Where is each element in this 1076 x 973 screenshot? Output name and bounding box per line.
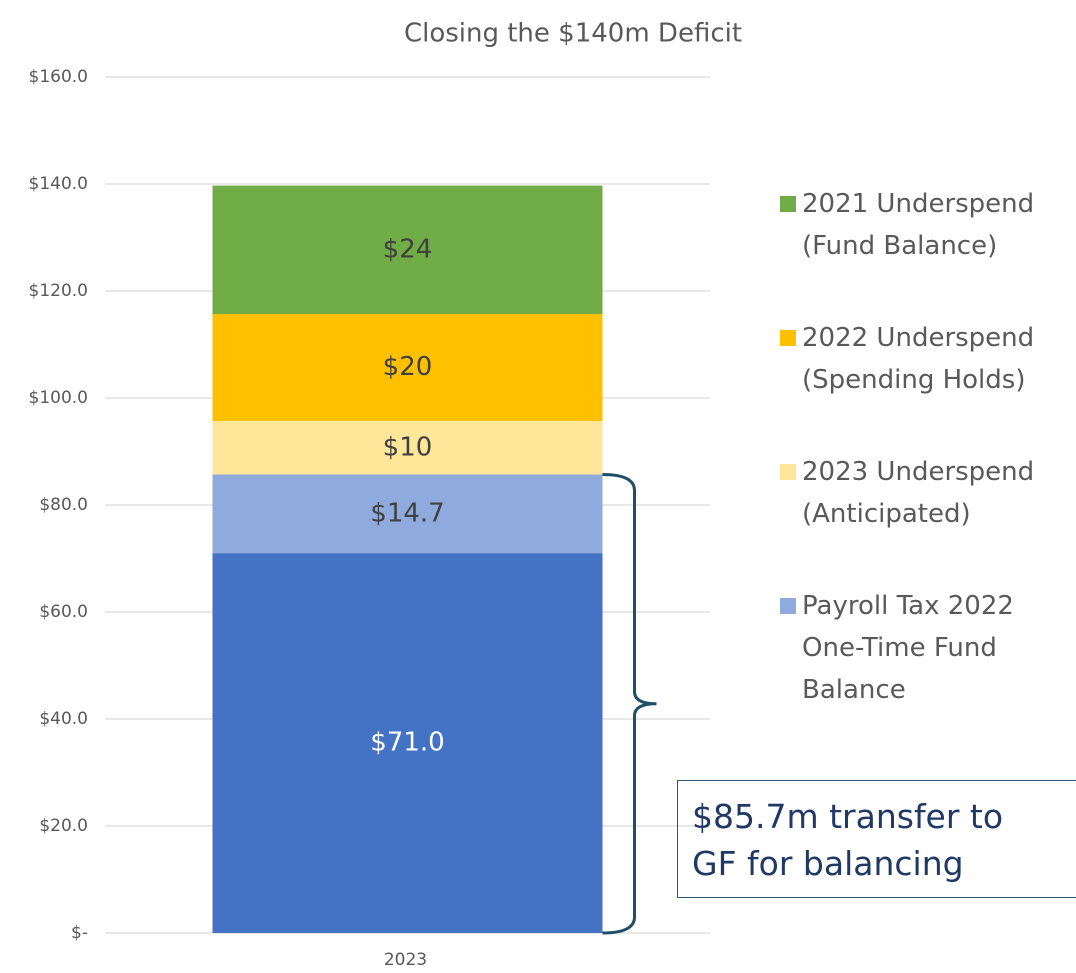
y-tick-label: $- [71,923,88,943]
legend-swatch [780,330,796,346]
data-label: $71.0 [370,728,444,758]
bar-segment [212,553,603,933]
y-tick-label: $80.0 [39,495,88,515]
y-tick-label: $60.0 [39,602,88,622]
y-tick-label: $120.0 [29,281,88,301]
annotation-line: GF for balancing [692,844,964,883]
legend-label: Payroll Tax 2022 One-Time Fund Balance [802,591,1014,705]
legend-swatch [780,464,796,480]
y-tick-label: $20.0 [39,816,88,836]
legend-swatch [780,196,796,212]
legend-entry: 2022 Underspend (Spending Holds) [780,317,1070,401]
data-label: $20 [383,352,433,382]
legend: 2021 Underspend (Fund Balance) 2022 Under… [780,183,1070,711]
bar-segment [212,474,603,554]
legend-entry: Payroll Tax 2022 One-Time Fund Balance [780,585,1070,711]
annotation-box: $85.7m transfer to GF for balancing [677,780,1076,898]
brace [602,473,657,935]
annotation-line: $85.7m transfer to [692,797,1004,836]
bar-segment [212,314,603,422]
legend-label: 2023 Underspend (Anticipated) [802,457,1035,529]
legend-label: 2022 Underspend (Spending Holds) [802,323,1035,395]
chart-title: Closing the $140m Deficit [404,19,742,49]
bar-segment [212,185,603,315]
y-tick-label: $160.0 [29,67,88,87]
legend-entry: 2023 Underspend (Anticipated) [780,451,1070,535]
bar-segment [212,421,603,475]
data-label: $14.7 [370,498,444,528]
y-tick-label: $40.0 [39,709,88,729]
x-tick-label: 2023 [384,950,427,970]
y-tick-label: $100.0 [29,388,88,408]
legend-swatch [780,598,796,614]
legend-entry: 2021 Underspend (Fund Balance) [780,183,1070,267]
y-tick-label: $140.0 [29,174,88,194]
data-label: $24 [383,234,433,264]
data-label: $10 [383,432,433,462]
legend-label: 2021 Underspend (Fund Balance) [802,189,1035,261]
